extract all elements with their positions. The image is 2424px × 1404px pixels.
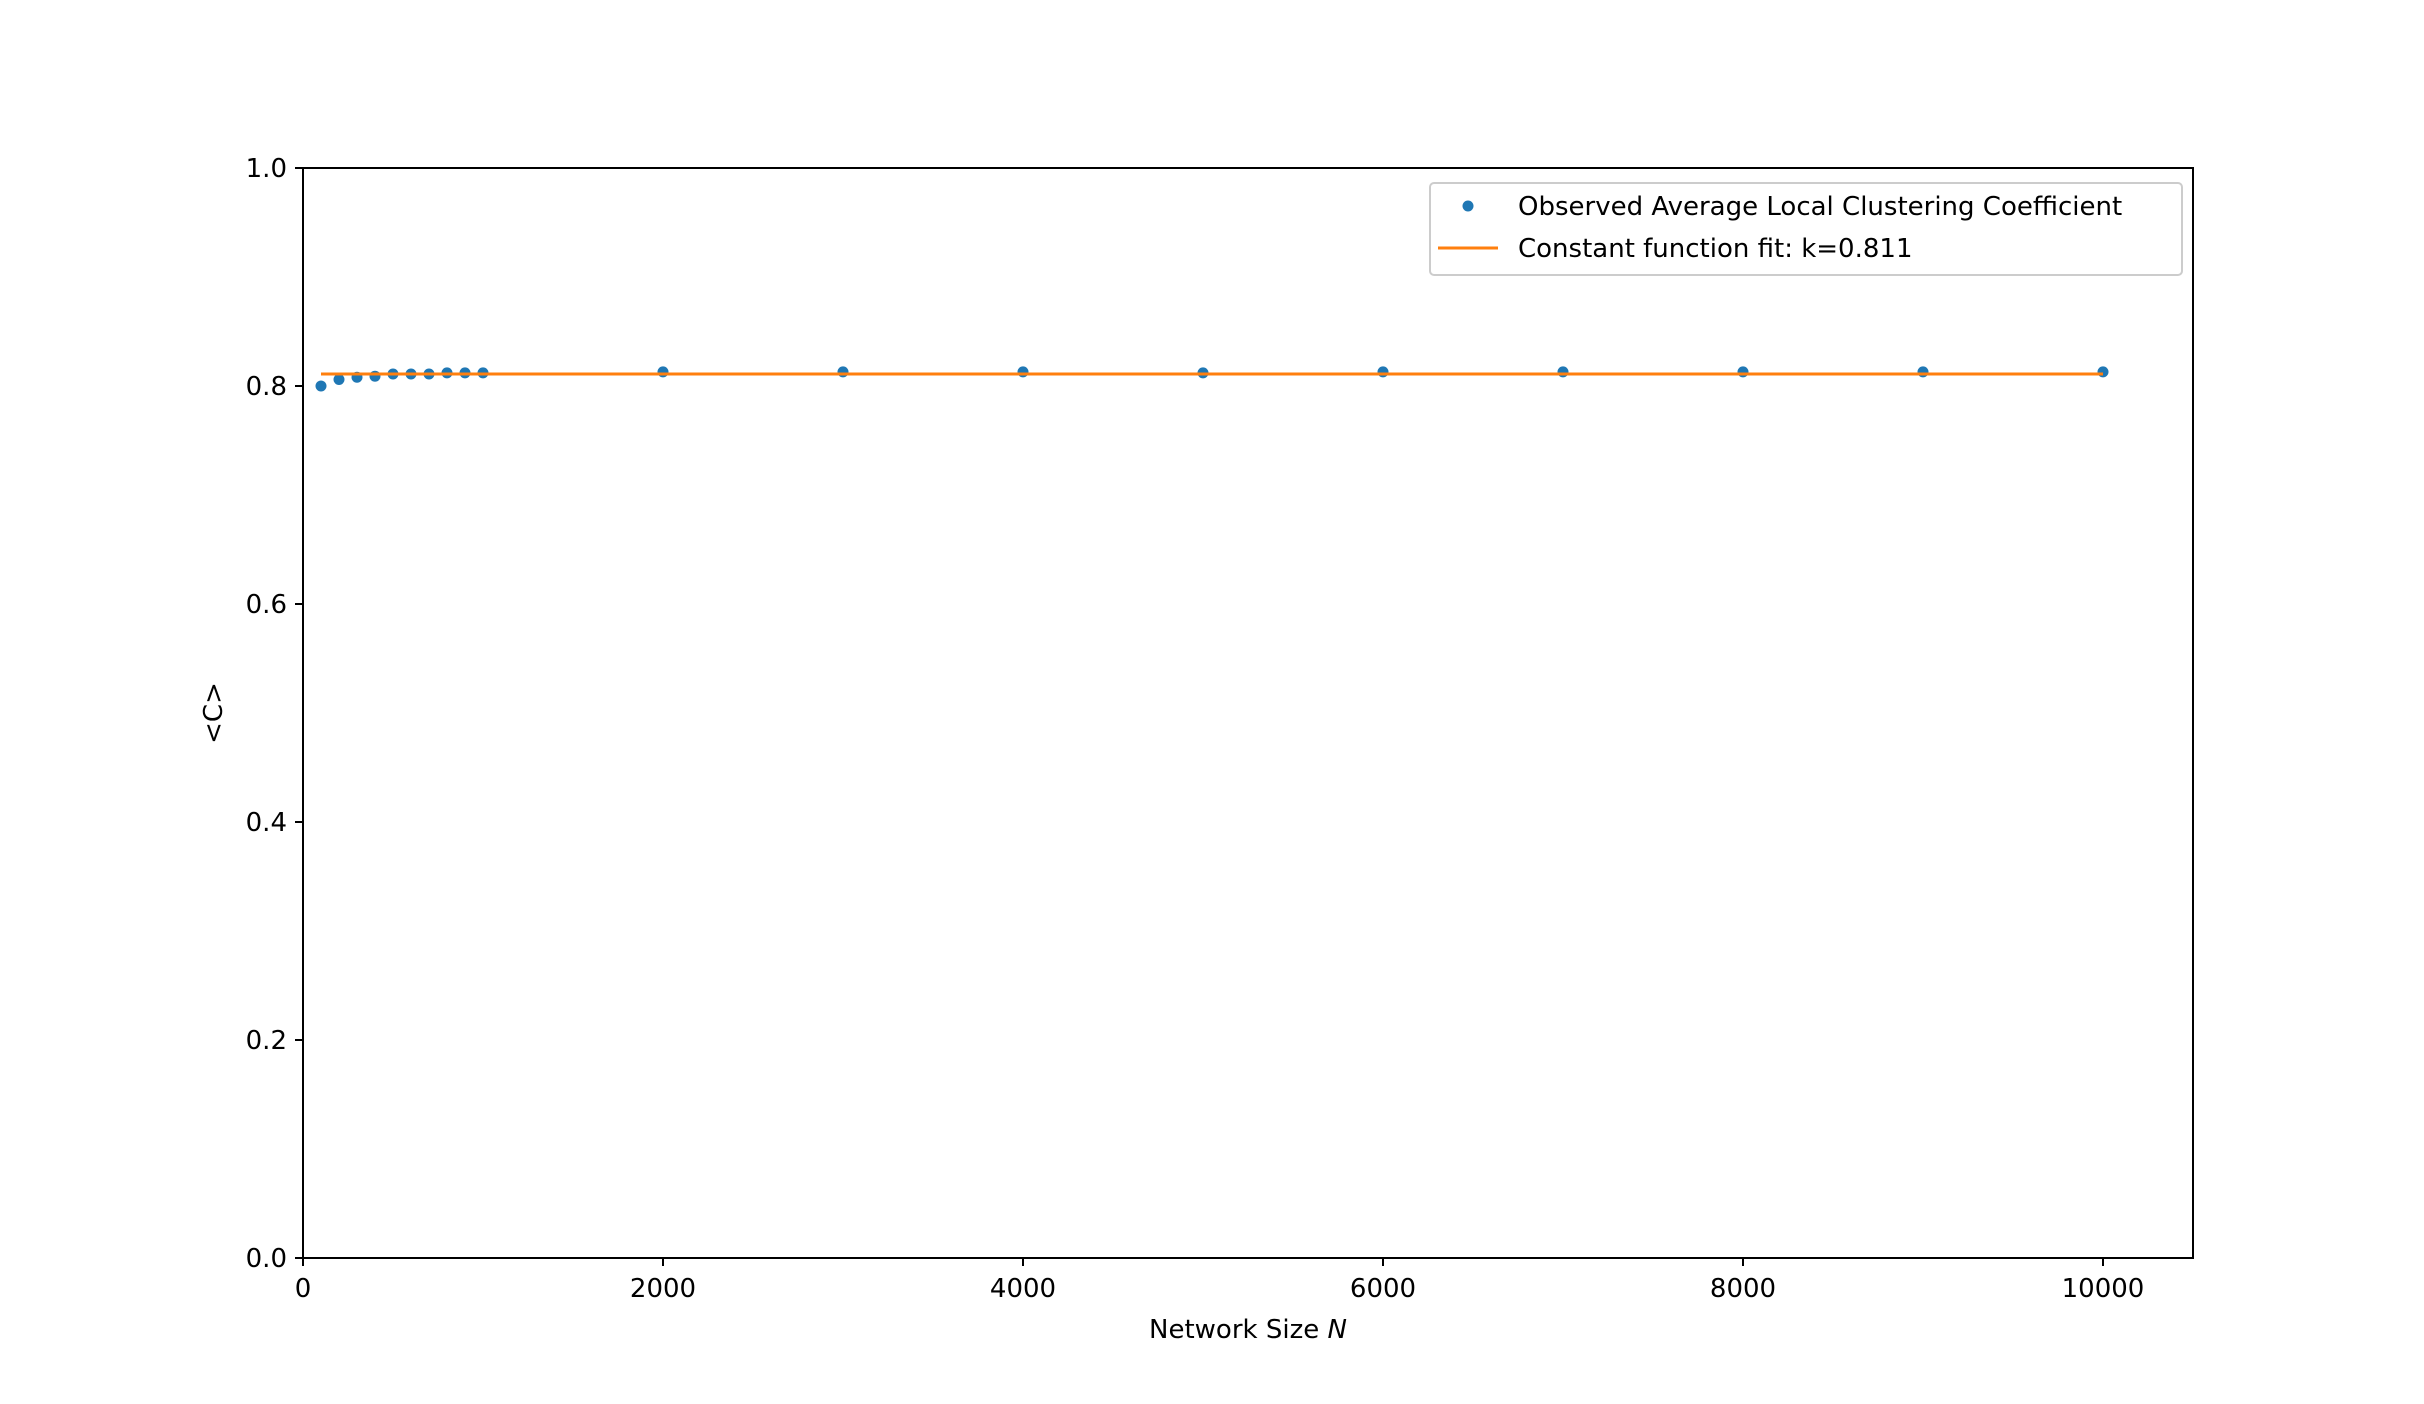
x-tick-label: 10000 [2062,1274,2145,1304]
data-point-observed [315,380,327,392]
x-axis: 0 2000 4000 6000 8000 10000 [295,1258,2145,1304]
x-tick-label: 2000 [630,1274,696,1304]
y-tick-label: 0.0 [246,1244,287,1274]
x-axis-label-text: Network Size [1149,1315,1319,1345]
y-tick-label: 0.8 [246,372,287,402]
data-point-observed [2097,366,2109,378]
y-tick-label: 0.2 [246,1026,287,1056]
y-axis-label: <C> [199,682,229,744]
plot-area [302,167,2194,1259]
data-point-observed [657,366,669,378]
x-tick-label: 6000 [1350,1274,1416,1304]
data-layer [315,366,2109,392]
x-axis-label: Network Size N [1149,1315,1347,1345]
data-point-observed [369,370,381,382]
data-point-observed [1737,366,1749,378]
data-point-observed [1917,366,1929,378]
legend-marker-observed [1462,200,1474,212]
legend-frame [1429,182,2183,276]
data-point-observed [1017,366,1029,378]
y-tick-label: 0.4 [246,808,287,838]
legend-label-observed: Observed Average Local Clustering Coeffi… [1518,192,2122,222]
axes-frame [302,167,2194,1259]
data-point-observed [1557,366,1569,378]
y-axis: 0.0 0.2 0.4 0.6 0.8 1.0 [246,154,303,1274]
x-tick-label: 4000 [990,1274,1056,1304]
x-axis-label-variable: N [1328,1315,1347,1345]
data-point-observed [333,373,345,385]
data-point-observed [837,366,849,378]
x-tick-label: 0 [295,1274,312,1304]
legend: Observed Average Local Clustering Coeffi… [1429,182,2183,276]
x-tick-label: 8000 [1710,1274,1776,1304]
y-tick-label: 1.0 [246,154,287,184]
data-point-observed [1377,366,1389,378]
y-tick-label: 0.6 [246,590,287,620]
legend-label-fit: Constant function fit: k=0.811 [1518,234,1913,264]
